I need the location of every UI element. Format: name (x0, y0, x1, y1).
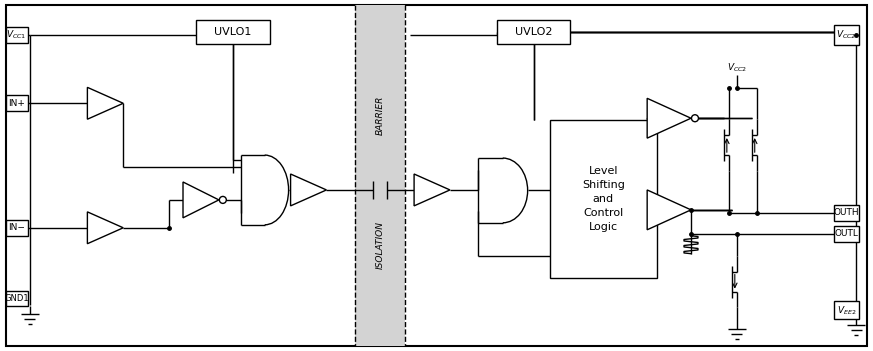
Bar (6, 220, 28, 236)
Text: $V_{EE2}$: $V_{EE2}$ (836, 304, 856, 317)
Bar (6, 27, 28, 42)
Bar (196, 20, 270, 44)
Circle shape (691, 115, 698, 122)
Text: UVLO1: UVLO1 (214, 27, 251, 37)
Text: BARRIER: BARRIER (375, 95, 385, 135)
Polygon shape (87, 212, 123, 244)
Bar (549, 120, 657, 278)
Bar (835, 226, 859, 242)
Polygon shape (647, 98, 691, 138)
Bar (835, 302, 859, 319)
Bar (835, 205, 859, 221)
Text: Level
Shifting
and
Control
Logic: Level Shifting and Control Logic (582, 166, 625, 232)
Circle shape (219, 197, 226, 203)
Text: $V_{CC2}$: $V_{CC2}$ (836, 28, 856, 41)
Polygon shape (647, 190, 691, 230)
Bar (497, 20, 570, 44)
Polygon shape (414, 174, 450, 206)
Bar (355, 5, 405, 346)
Text: GND1: GND1 (4, 294, 29, 303)
Bar (6, 95, 28, 111)
Text: OUTL: OUTL (835, 229, 858, 238)
Text: $V_{CC1}$: $V_{CC1}$ (6, 28, 27, 41)
Text: ISOLATION: ISOLATION (375, 221, 385, 269)
Text: IN+: IN+ (8, 99, 25, 108)
Text: OUTH: OUTH (834, 208, 859, 217)
Polygon shape (291, 174, 327, 206)
Text: UVLO2: UVLO2 (515, 27, 553, 37)
Text: $V_{CC2}$: $V_{CC2}$ (726, 61, 747, 74)
Text: IN−: IN− (8, 223, 25, 232)
Bar (835, 25, 859, 45)
Polygon shape (183, 182, 219, 218)
Polygon shape (87, 87, 123, 119)
Bar (6, 291, 28, 306)
